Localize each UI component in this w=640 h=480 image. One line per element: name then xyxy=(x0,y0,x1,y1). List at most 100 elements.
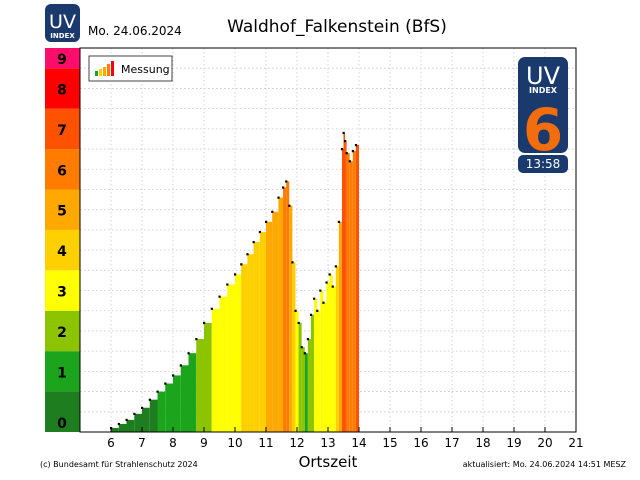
uv-data-point xyxy=(316,309,319,312)
uv-bar xyxy=(314,298,318,432)
uv-bar xyxy=(196,339,204,432)
uv-bar xyxy=(289,205,293,432)
uv-data-point xyxy=(309,313,313,316)
header-date: Mo. 24.06.2024 xyxy=(88,24,182,38)
uv-data-point xyxy=(156,390,159,393)
x-axis-label: Ortszeit xyxy=(299,453,358,471)
uv-scale-level-8 xyxy=(45,68,80,109)
uv-bar xyxy=(188,353,197,432)
badge-text-index: INDEX xyxy=(529,86,558,95)
uv-data-point xyxy=(297,321,300,325)
uv-bar xyxy=(283,187,287,432)
uv-data-point xyxy=(218,295,221,298)
uv-bar xyxy=(355,145,359,432)
x-tick-label: 19 xyxy=(506,436,521,450)
x-tick-label: 11 xyxy=(258,436,273,450)
uv-data-point xyxy=(344,139,347,143)
legend: Messung xyxy=(88,55,173,82)
uv-bar xyxy=(227,284,235,432)
uv-data-point xyxy=(282,186,285,189)
uv-data-point xyxy=(322,301,325,304)
uv-data-point xyxy=(203,321,206,325)
bar-chart-icon xyxy=(95,61,114,76)
uv-bar xyxy=(180,365,189,432)
uv-bar xyxy=(292,262,296,432)
uv-bar xyxy=(323,302,327,432)
uv-data-point xyxy=(258,230,261,234)
uv-scale-level-7 xyxy=(45,108,80,150)
uv-data-point xyxy=(234,273,237,276)
uv-bar xyxy=(142,407,150,432)
uv-data-point xyxy=(117,422,120,426)
uv-scale-level-3 xyxy=(45,270,80,311)
uv-scale-level-5 xyxy=(45,189,80,230)
uv-bar xyxy=(111,427,119,432)
uv-data-point xyxy=(271,210,274,213)
x-tick-label: 21 xyxy=(568,436,583,450)
uv-scale-level-1 xyxy=(45,351,80,392)
current-uv-value: 6 xyxy=(523,96,563,164)
uv-bar xyxy=(326,282,330,432)
x-tick-label: 16 xyxy=(413,436,428,450)
uv-data-point xyxy=(277,196,280,199)
x-tick-label: 10 xyxy=(227,436,242,450)
uv-data-point xyxy=(210,307,213,310)
uv-data-point xyxy=(133,412,136,416)
uv-bar xyxy=(317,310,321,432)
copyright-note: (c) Bundesamt für Strahlenschutz 2024 xyxy=(40,460,198,469)
uv-data-point xyxy=(294,309,297,312)
y-tick-label: 0 xyxy=(57,416,67,432)
y-tick-label: 9 xyxy=(57,52,67,68)
uv-bar xyxy=(332,286,336,432)
uv-scale-level-6 xyxy=(45,149,80,190)
uv-data-point xyxy=(226,283,229,286)
legend-label-messung: Messung xyxy=(121,63,170,76)
x-tick-label: 17 xyxy=(444,436,459,450)
uv-bar xyxy=(165,383,173,432)
uv-data-point xyxy=(334,265,337,268)
y-tick-label: 8 xyxy=(57,82,67,98)
uv-bar xyxy=(343,132,346,432)
uv-bar xyxy=(149,399,158,432)
y-tick-label: 1 xyxy=(57,365,67,381)
uv-bar xyxy=(346,153,350,433)
uv-bar xyxy=(352,151,356,433)
x-tick-label: 9 xyxy=(200,436,208,450)
uv-measurement-bars xyxy=(111,132,359,433)
uv-scale-level-2 xyxy=(45,310,80,352)
y-tick-label: 2 xyxy=(57,325,67,341)
last-updated: aktualisiert: Mo. 24.06.2024 14:51 MESZ xyxy=(463,460,627,469)
uv-bar xyxy=(298,322,302,432)
uv-data-point xyxy=(265,220,268,224)
uv-bar xyxy=(345,140,347,432)
uv-data-point xyxy=(187,352,190,355)
current-uv-badge: UV INDEX 6 13:58 xyxy=(518,57,568,173)
uv-data-point xyxy=(246,253,249,256)
uv-bar xyxy=(219,296,228,432)
uv-data-point xyxy=(300,346,303,349)
uv-bar xyxy=(259,231,266,432)
uv-data-point xyxy=(195,338,198,341)
x-tick-label: 15 xyxy=(382,436,397,450)
uv-data-point xyxy=(288,204,291,207)
uv-data-point xyxy=(337,220,341,224)
uv-data-point xyxy=(340,148,344,151)
x-tick-label: 20 xyxy=(537,436,552,450)
uv-bar xyxy=(335,266,339,432)
uv-data-point xyxy=(148,398,151,401)
uv-bar xyxy=(341,149,344,433)
uv-data-point xyxy=(345,152,348,155)
uv-data-point xyxy=(319,289,322,292)
uv-bar xyxy=(272,211,279,432)
x-tick-label: 13 xyxy=(320,436,335,450)
uv-bar xyxy=(329,274,333,432)
uv-bar xyxy=(241,264,248,432)
uv-bar xyxy=(173,375,181,432)
uv-bar xyxy=(307,339,311,432)
current-uv-time: 13:58 xyxy=(526,157,561,171)
uv-data-point xyxy=(313,297,316,300)
uv-scale-level-4 xyxy=(45,229,80,271)
logo-text-uv: UV xyxy=(49,11,76,33)
uv-measurement-points xyxy=(110,131,358,430)
x-tick-label: 18 xyxy=(475,436,490,450)
